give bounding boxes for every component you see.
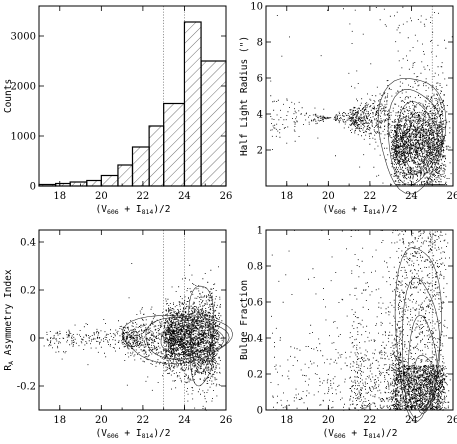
x-label-half-light-radius: (V606 + I814)/2 bbox=[322, 204, 397, 216]
y-tick-label: 1000 bbox=[11, 132, 36, 143]
x-tick-label: 24 bbox=[405, 415, 418, 426]
hist-bar bbox=[148, 125, 165, 187]
y-tick-label: 0.8 bbox=[247, 262, 263, 273]
density-contour bbox=[190, 312, 214, 387]
hist-bar bbox=[163, 102, 186, 187]
x-tick-label: 24 bbox=[178, 191, 191, 202]
density-contour bbox=[413, 354, 436, 414]
hist-bar bbox=[131, 146, 150, 187]
x-label-histogram: (V606 + I814)/2 bbox=[95, 204, 170, 216]
density-contour bbox=[122, 315, 233, 365]
scatter-points bbox=[270, 230, 451, 411]
hist-bar bbox=[183, 21, 202, 187]
density-contour bbox=[415, 139, 429, 162]
density-contour bbox=[160, 319, 225, 355]
y-tick-label: 0 bbox=[30, 334, 36, 345]
x-tick-label: 18 bbox=[53, 191, 66, 202]
scatter-marks-half-light-radius bbox=[270, 6, 453, 195]
y-tick-label: 6 bbox=[257, 74, 263, 85]
y-tick-label: 1 bbox=[257, 226, 263, 237]
density-contour bbox=[145, 317, 230, 360]
ticks-histogram: 18 20 22 24 26 0 1000 2000 3000 bbox=[11, 6, 233, 202]
x-tick-label: 26 bbox=[220, 191, 233, 202]
scatter-points bbox=[270, 6, 453, 186]
x-tick-label: 18 bbox=[53, 415, 66, 426]
y-tick-label: 2000 bbox=[11, 82, 36, 93]
y-tick-label: 0.6 bbox=[247, 298, 263, 309]
scatter-points bbox=[43, 263, 223, 411]
density-contour bbox=[402, 277, 441, 419]
x-tick-label: 22 bbox=[364, 415, 377, 426]
density-contour bbox=[394, 247, 442, 422]
density-contour bbox=[395, 101, 439, 176]
y-label-half-light-radius: Half Light Radius (") bbox=[239, 36, 250, 156]
x-label-bulge-fraction: (V606 + I814)/2 bbox=[322, 428, 397, 440]
frame-histogram bbox=[38, 5, 227, 187]
ticks-bulge-fraction: 18 20 22 24 26 0 0.2 0.4 0.6 0.8 1 bbox=[247, 226, 457, 427]
x-tick-label: 20 bbox=[95, 415, 108, 426]
x-tick-label: 26 bbox=[447, 415, 457, 426]
y-tick-label: 0.4 bbox=[247, 334, 263, 345]
y-tick-label: 4 bbox=[257, 110, 263, 121]
hist-bar bbox=[86, 179, 102, 187]
density-contour bbox=[420, 380, 433, 411]
hist-bar bbox=[200, 60, 227, 187]
y-tick-label: 0.2 bbox=[20, 286, 36, 297]
y-label-histogram: Counts bbox=[3, 79, 14, 113]
hist-bar bbox=[117, 164, 134, 187]
scatter-marks-bulge-fraction bbox=[270, 230, 451, 422]
hist-marks bbox=[38, 6, 227, 187]
frame-half-light-radius bbox=[265, 5, 454, 187]
scatter-marks-asymmetry-index bbox=[43, 230, 233, 411]
y-tick-label: 2 bbox=[257, 146, 263, 157]
y-label-bulge-fraction: Bulge Fraction bbox=[239, 280, 250, 360]
x-tick-label: 20 bbox=[322, 191, 335, 202]
hist-bar bbox=[100, 174, 119, 187]
x-tick-label: 24 bbox=[178, 415, 191, 426]
frame-bulge-fraction bbox=[265, 229, 454, 411]
x-tick-label: 22 bbox=[364, 191, 377, 202]
x-tick-label: 20 bbox=[95, 191, 108, 202]
y-tick-label: 3000 bbox=[11, 32, 36, 43]
x-tick-label: 26 bbox=[447, 191, 457, 202]
y-tick-label: -0.2 bbox=[17, 382, 36, 393]
panel-histogram: 18 20 22 24 26 0 1000 2000 3000 Counts (V606 + I… bbox=[3, 5, 233, 216]
density-contour bbox=[409, 127, 432, 165]
x-tick-label: 22 bbox=[137, 415, 150, 426]
density-contour bbox=[377, 78, 447, 195]
density-contour bbox=[188, 285, 215, 373]
y-tick-label: 0 bbox=[30, 182, 36, 193]
y-tick-label: 0.4 bbox=[20, 238, 36, 249]
y-tick-label: 8 bbox=[257, 38, 263, 49]
panel-asymmetry-index: 18 20 22 24 26 -0.2 0 0.2 0.4 RA Asymmetry Index… bbox=[3, 229, 233, 440]
y-label-asymmetry-index: RA Asymmetry Index bbox=[3, 269, 15, 370]
density-contour bbox=[387, 89, 443, 186]
y-tick-label: 0.2 bbox=[247, 370, 263, 381]
x-tick-label: 24 bbox=[405, 191, 418, 202]
x-tick-label: 26 bbox=[220, 415, 233, 426]
x-tick-label: 18 bbox=[280, 191, 293, 202]
density-contour bbox=[176, 324, 220, 353]
density-contour bbox=[407, 315, 438, 411]
x-tick-label: 20 bbox=[322, 415, 335, 426]
y-tick-label: 0 bbox=[257, 406, 263, 417]
x-tick-label: 18 bbox=[280, 415, 293, 426]
x-tick-label: 22 bbox=[137, 191, 150, 202]
hist-bar bbox=[69, 181, 88, 187]
density-contour bbox=[402, 116, 435, 172]
y-tick-label: 10 bbox=[250, 2, 263, 13]
ticks-asymmetry-index: 18 20 22 24 26 -0.2 0 0.2 0.4 bbox=[17, 230, 233, 426]
x-label-asymmetry-index: (V606 + I814)/2 bbox=[95, 428, 170, 440]
frame-asymmetry-index bbox=[38, 229, 227, 411]
